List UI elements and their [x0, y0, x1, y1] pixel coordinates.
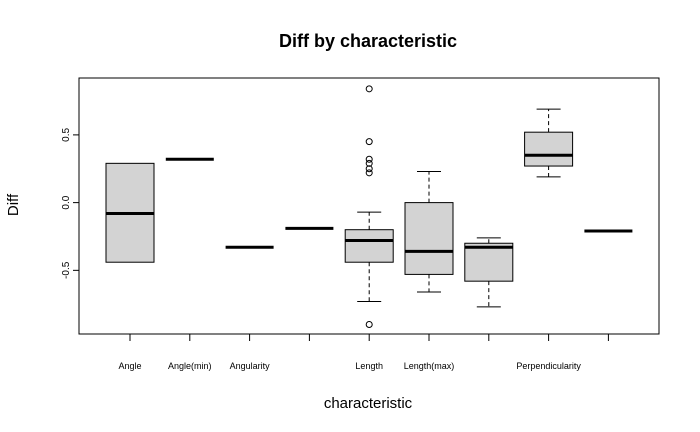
box-group	[105, 162, 155, 263]
x-tick-label: Angularity	[230, 361, 271, 371]
box-group	[344, 85, 394, 329]
box-group	[464, 237, 514, 308]
y-tick-label: 0.5	[61, 128, 72, 142]
x-tick-label: Length	[355, 361, 383, 371]
x-tick-label: Length(max)	[404, 361, 455, 371]
boxes-layer	[105, 85, 633, 329]
outlier-point	[365, 159, 373, 167]
box-iqr	[524, 131, 574, 167]
box-group	[524, 108, 574, 178]
x-tick-label: Angle(min)	[168, 361, 212, 371]
outlier-point	[365, 85, 373, 93]
box-iqr	[464, 242, 514, 282]
box-group	[404, 170, 454, 293]
outlier-point	[365, 155, 373, 163]
box-iqr	[404, 202, 454, 275]
outlier-point	[365, 138, 373, 146]
y-tick-label: -0.5	[61, 261, 72, 279]
outlier-point	[365, 321, 373, 329]
y-axis-title: Diff	[5, 193, 22, 216]
chart-title: Diff by characteristic	[279, 31, 457, 51]
x-axis: Angle Angle(min) Angularity Length Length(ma…	[118, 334, 609, 371]
box-iqr	[344, 229, 394, 263]
y-axis: 0.5 0.0 -0.5	[61, 128, 79, 279]
x-axis-title: characteristic	[324, 395, 413, 412]
x-tick-label: Perpendicularity	[516, 361, 581, 371]
y-tick-label: 0.0	[61, 195, 72, 209]
outlier-point	[365, 169, 373, 177]
x-tick-label: Angle	[118, 361, 141, 371]
outlier-point	[365, 165, 373, 173]
